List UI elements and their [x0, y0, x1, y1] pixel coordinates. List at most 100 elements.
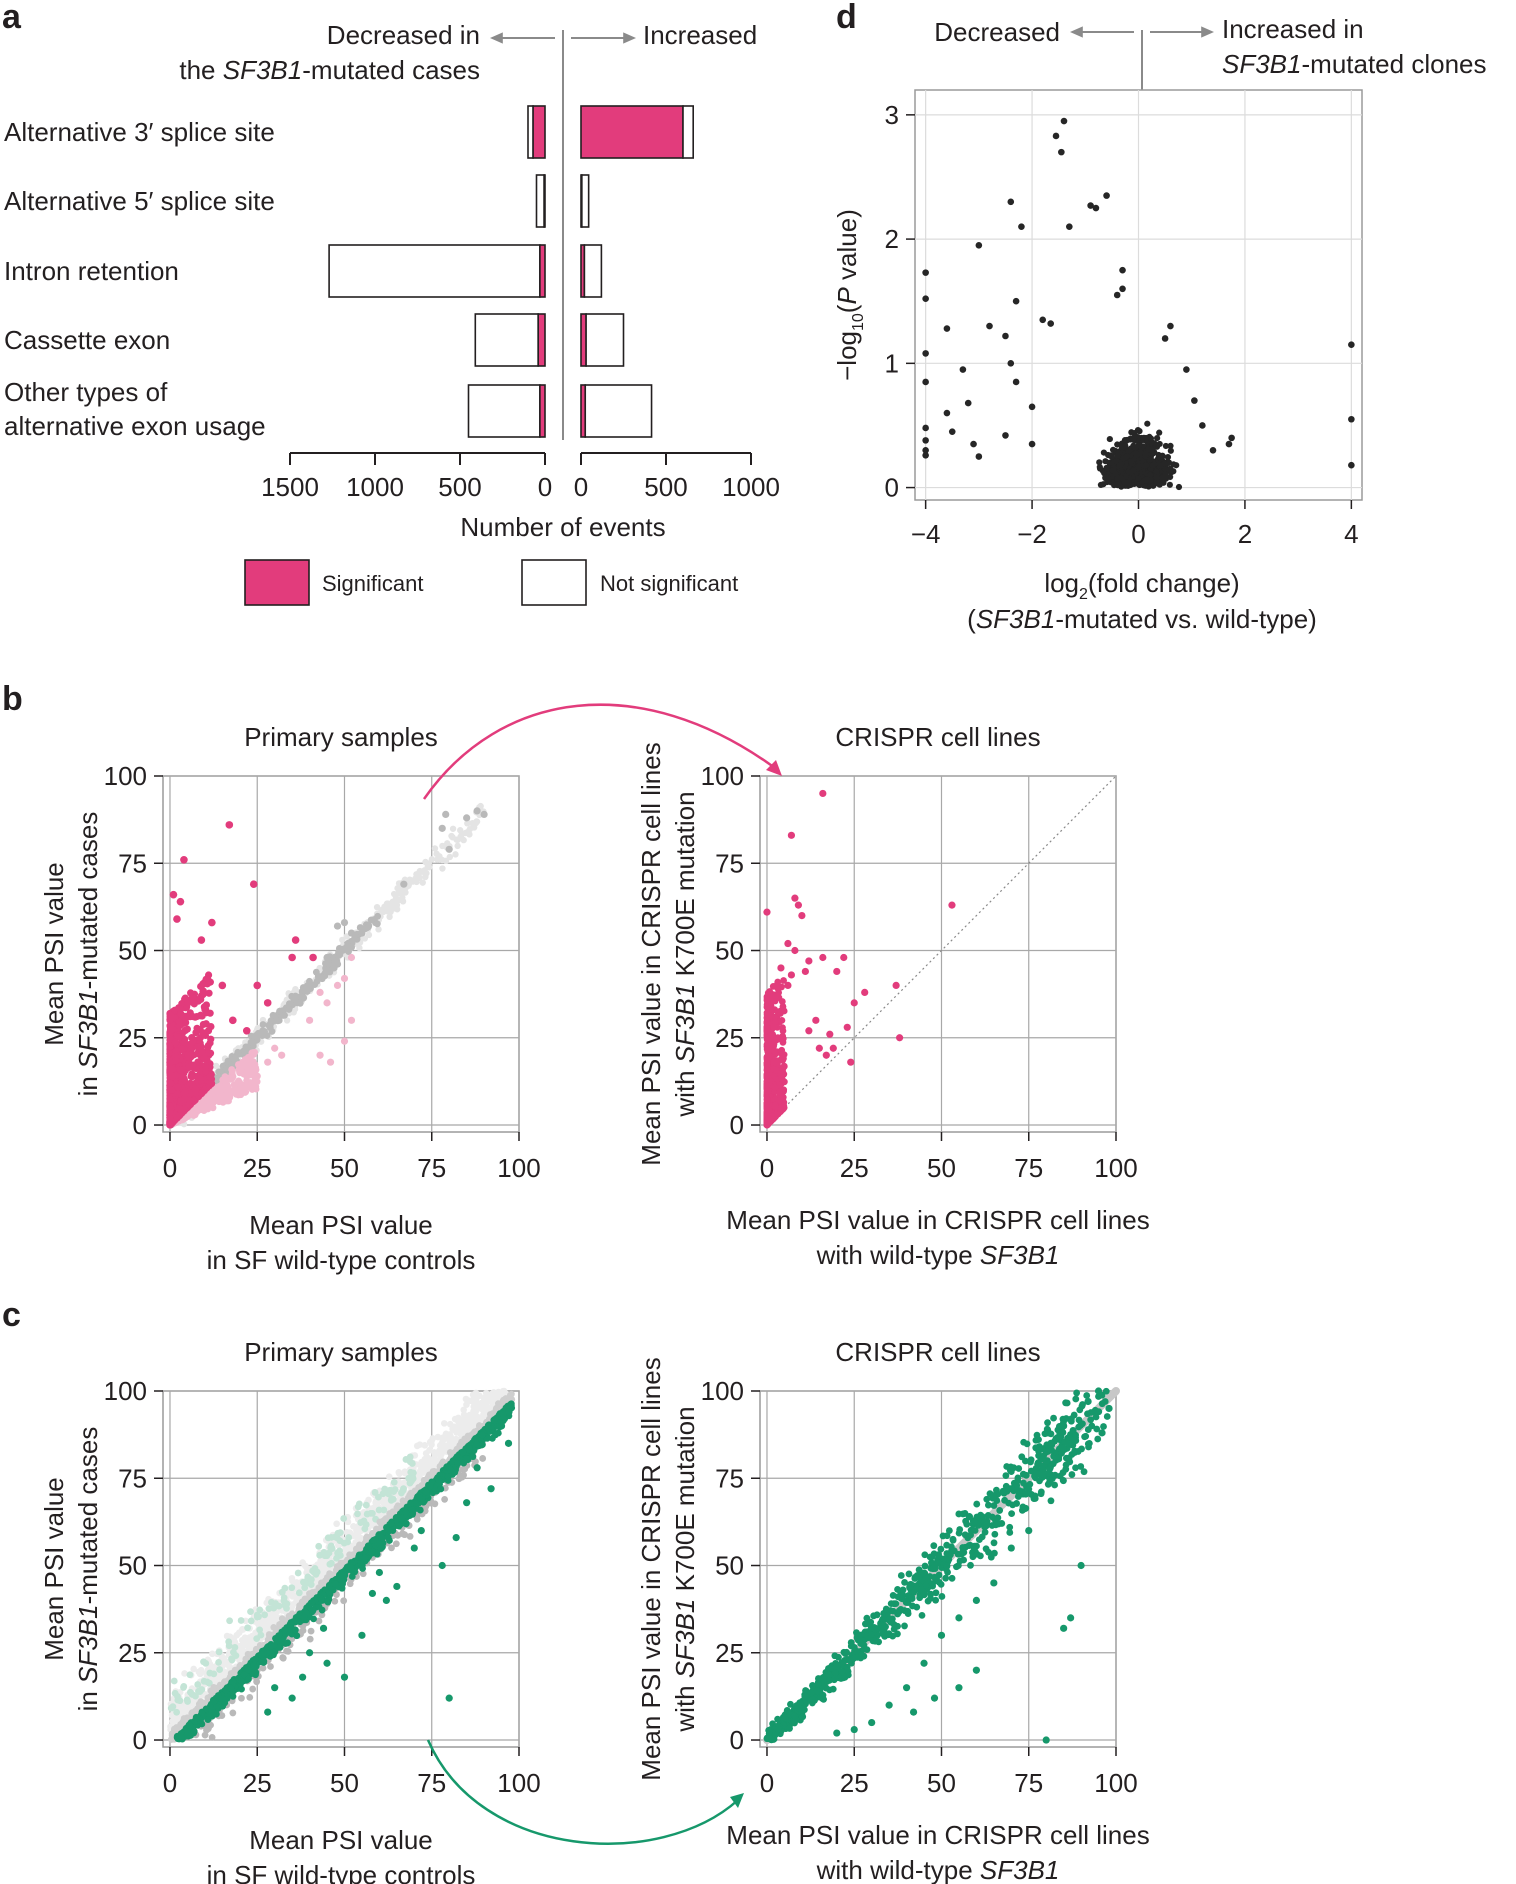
significant-point: [892, 981, 900, 990]
scatter-point: [178, 1703, 186, 1711]
gray-point: [463, 814, 471, 822]
x-tick-label: 75: [417, 1153, 446, 1183]
volcano-point: [948, 428, 956, 435]
volcano-point: [1166, 481, 1173, 488]
scatter-point: [455, 1414, 462, 1422]
panel-label-a: a: [2, 0, 22, 36]
pink-point: [222, 1076, 230, 1083]
scatter-point: [425, 860, 433, 867]
significant-point: [180, 855, 188, 864]
significant-point: [896, 1034, 904, 1042]
significant-point: [763, 1121, 771, 1129]
y-tick-label: 50: [118, 1551, 147, 1581]
light-green-point: [186, 1688, 194, 1696]
gray-point: [305, 981, 314, 990]
significant-point: [168, 1065, 176, 1073]
scatter-point: [462, 1395, 470, 1403]
increased-arrow-head: [1201, 26, 1214, 38]
bar-decreased-significant: [543, 174, 546, 228]
scatter-point: [454, 842, 461, 850]
volcano-point: [1162, 442, 1169, 450]
y-axis-title-line1: Mean PSI value: [39, 862, 69, 1046]
volcano-point: [1123, 436, 1131, 444]
y-tick-label: 75: [118, 848, 147, 878]
significant-point: [180, 1038, 188, 1046]
significant-point: [779, 1027, 787, 1035]
scatter-point: [490, 1391, 498, 1399]
gray-point: [438, 824, 446, 832]
pink-point: [347, 953, 356, 962]
category-label: Intron retention: [4, 256, 179, 286]
light-green-point: [247, 1608, 254, 1616]
x-axis-title-line2: in SF wild-type controls: [207, 1245, 476, 1275]
volcano-point: [1130, 467, 1137, 474]
volcano-point: [1131, 434, 1138, 441]
significant-point: [777, 964, 785, 972]
y-tick-label: 100: [104, 1376, 147, 1406]
significant-point: [176, 1105, 184, 1113]
significant-point: [181, 1087, 189, 1095]
header-increased-line2: SF3B1-mutated clones: [1222, 49, 1486, 79]
gray-point: [269, 1011, 277, 1019]
light-green-point: [295, 1589, 303, 1597]
significant-point: [193, 1073, 201, 1081]
volcano-point: [1096, 459, 1103, 466]
x-tick-label: 1000: [722, 472, 780, 502]
x-tick-label: 1500: [261, 472, 319, 502]
volcano-point: [1114, 441, 1121, 448]
volcano-point: [1125, 447, 1132, 455]
x-tick-label: 1000: [346, 472, 404, 502]
light-green-point: [328, 1545, 336, 1552]
significant-point: [166, 1114, 174, 1122]
category-label: alternative exon usage: [4, 411, 266, 441]
significant-point: [805, 1027, 813, 1035]
gray-point: [367, 916, 375, 924]
volcano-point: [1348, 341, 1355, 348]
header-increased: Increased: [643, 20, 757, 50]
scatter-point: [245, 1635, 253, 1643]
significant-point: [763, 1096, 771, 1104]
significant-point: [843, 1023, 851, 1031]
significant-point: [191, 1086, 200, 1094]
scatter-point: [388, 902, 396, 910]
significant-point: [771, 1103, 779, 1110]
light-green-point: [328, 1559, 335, 1567]
volcano-point: [1052, 132, 1060, 140]
bar-decreased-significant: [539, 384, 546, 438]
light-green-point: [283, 1604, 290, 1612]
scatter-point: [421, 1442, 429, 1449]
significant-point: [218, 981, 227, 990]
volcano-point: [1170, 461, 1177, 468]
volcano-point: [943, 409, 951, 417]
significant-point: [168, 1073, 177, 1081]
significant-point: [805, 957, 813, 965]
significant-point: [784, 981, 792, 990]
significant-point: [204, 971, 213, 979]
significant-point: [249, 880, 258, 888]
significant-point: [819, 789, 827, 798]
pink-point: [271, 1044, 279, 1052]
volcano-point: [1007, 360, 1015, 367]
light-green-point: [354, 1510, 361, 1518]
x-tick-label: 75: [417, 1768, 446, 1798]
y-tick-label: 50: [715, 936, 744, 966]
gray-point: [253, 1033, 260, 1041]
scatter-point: [449, 825, 457, 832]
scatter-point: [446, 1431, 454, 1438]
volcano-point: [1109, 446, 1117, 453]
significant-point: [167, 1012, 175, 1020]
pink-point: [218, 1093, 226, 1101]
significant-point: [948, 901, 956, 909]
significant-point: [204, 1027, 213, 1035]
light-green-point: [313, 1568, 321, 1576]
volcano-point: [922, 295, 929, 303]
volcano-point: [1167, 447, 1174, 454]
volcano-point: [1143, 434, 1150, 442]
header-decreased-line1: Decreased in: [327, 20, 480, 50]
light-green-point: [409, 1469, 417, 1477]
scatter-point: [467, 1416, 474, 1423]
significant-point: [833, 967, 841, 976]
bar-increased-not-significant: [581, 174, 590, 228]
